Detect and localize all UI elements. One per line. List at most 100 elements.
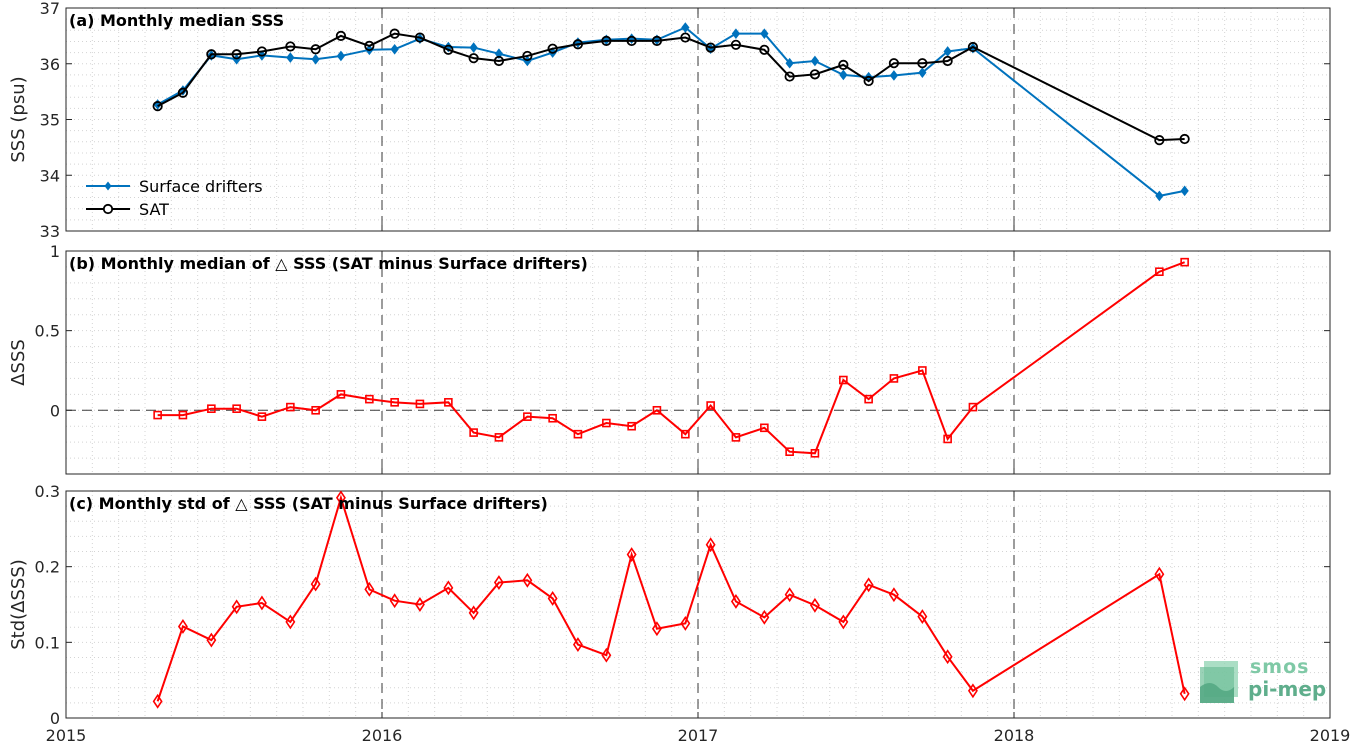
data-point xyxy=(335,30,347,41)
series-sat xyxy=(152,28,1190,146)
data-point xyxy=(572,39,584,50)
data-point xyxy=(285,614,296,630)
data-point xyxy=(809,597,820,613)
data-point xyxy=(705,42,716,53)
panel-b: 0 0.5 1 ΔSSS (b) Monthly median of △ SSS (SA… xyxy=(8,242,1331,475)
logo-line2: pi-mep xyxy=(1248,677,1327,701)
data-point xyxy=(468,605,479,621)
smos-pi-mep-logo: smos pi-mep xyxy=(1198,655,1333,707)
data-point xyxy=(573,429,583,439)
data-point xyxy=(626,547,637,563)
data-point xyxy=(784,587,795,603)
data-point xyxy=(785,57,794,69)
y-tick-label: 0.2 xyxy=(35,558,60,577)
data-point xyxy=(311,405,320,415)
series-delta-c xyxy=(152,490,1190,709)
data-point xyxy=(494,433,504,442)
data-point xyxy=(731,433,741,442)
data-point xyxy=(389,28,400,39)
data-point xyxy=(469,42,478,53)
panel-c: 0 0.1 0.2 0.3 2015 2016 2017 2018 2019 Std(ΔSSS) (… xyxy=(8,482,1350,745)
data-point xyxy=(414,32,426,43)
data-point xyxy=(1180,257,1189,267)
data-point xyxy=(390,43,399,55)
data-point xyxy=(917,609,928,625)
data-point xyxy=(706,401,715,410)
data-point xyxy=(730,39,742,50)
series-delta-b xyxy=(153,257,1189,458)
data-point xyxy=(256,46,268,57)
data-point xyxy=(286,52,295,63)
data-point xyxy=(206,49,217,60)
series-line xyxy=(157,261,1185,455)
data-point xyxy=(257,412,267,421)
data-point xyxy=(864,394,873,404)
data-point xyxy=(443,44,454,55)
data-point xyxy=(889,70,899,81)
data-point xyxy=(522,572,533,588)
data-point xyxy=(523,412,532,421)
data-point xyxy=(493,575,504,590)
data-point xyxy=(285,41,296,52)
data-point xyxy=(1155,267,1164,277)
data-point xyxy=(547,43,558,54)
data-point xyxy=(335,490,346,506)
data-point xyxy=(680,32,691,43)
x-tick-label: 2018 xyxy=(994,726,1035,745)
y-tick-label: 0.3 xyxy=(35,482,60,501)
data-point xyxy=(759,44,770,55)
data-point xyxy=(548,413,557,423)
panel-title: (b) Monthly median of △ SSS (SAT minus S… xyxy=(69,254,588,273)
data-point xyxy=(177,87,189,98)
data-point xyxy=(468,53,479,64)
data-point xyxy=(601,35,612,46)
y-axis-label: ΔSSS xyxy=(8,339,29,386)
data-point xyxy=(784,71,795,82)
data-point xyxy=(206,632,217,648)
data-point xyxy=(730,594,741,609)
data-point xyxy=(651,621,662,637)
panel-title: (a) Monthly median SSS xyxy=(69,11,284,30)
data-point xyxy=(731,28,741,39)
data-point xyxy=(443,580,454,596)
logo-mark-icon xyxy=(1200,661,1238,703)
data-point xyxy=(364,581,375,597)
data-point xyxy=(810,448,820,458)
y-tick-label: 0 xyxy=(50,709,60,728)
data-point xyxy=(1154,135,1165,146)
y-tick-label: 0.1 xyxy=(35,633,60,652)
data-point xyxy=(968,402,978,412)
data-point xyxy=(967,683,978,699)
data-point xyxy=(626,35,637,46)
data-point xyxy=(1155,190,1164,202)
data-point xyxy=(838,614,849,630)
data-point xyxy=(839,375,848,385)
data-point xyxy=(785,447,794,457)
data-point xyxy=(256,595,267,611)
data-point xyxy=(444,398,453,407)
data-point xyxy=(967,41,979,53)
data-point xyxy=(888,58,900,69)
data-point xyxy=(602,418,611,428)
data-point xyxy=(839,69,848,81)
data-point xyxy=(863,75,874,87)
data-point xyxy=(493,55,505,67)
data-point xyxy=(809,69,821,80)
data-point xyxy=(153,410,162,420)
data-point xyxy=(863,577,874,593)
panel-title: (c) Monthly std of △ SSS (SAT minus Surf… xyxy=(69,494,548,513)
series-line xyxy=(157,32,1185,142)
data-point xyxy=(177,619,188,634)
data-point xyxy=(232,404,241,413)
data-point xyxy=(572,637,583,653)
data-point xyxy=(310,44,321,55)
legend: Surface drifters SAT xyxy=(86,177,263,219)
data-point xyxy=(365,394,374,404)
data-point xyxy=(286,402,295,412)
x-tick-label: 2015 xyxy=(46,726,87,745)
data-point xyxy=(415,399,425,409)
data-point xyxy=(310,576,321,592)
data-point xyxy=(917,58,928,69)
y-tick-label: 36 xyxy=(40,55,60,74)
